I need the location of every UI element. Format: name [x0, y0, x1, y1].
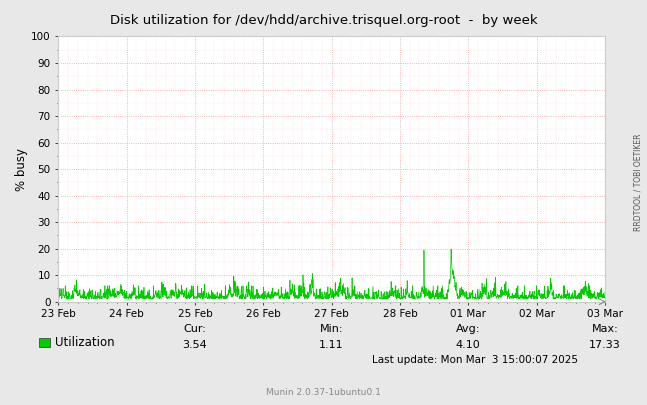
Y-axis label: % busy: % busy [15, 147, 28, 191]
Text: Max:: Max: [591, 324, 619, 334]
Text: Min:: Min: [320, 324, 344, 334]
Text: 3.54: 3.54 [182, 340, 207, 350]
Text: Utilization: Utilization [55, 336, 115, 349]
Text: Munin 2.0.37-1ubuntu0.1: Munin 2.0.37-1ubuntu0.1 [266, 388, 381, 397]
Text: 1.11: 1.11 [319, 340, 344, 350]
Text: Last update: Mon Mar  3 15:00:07 2025: Last update: Mon Mar 3 15:00:07 2025 [372, 355, 578, 365]
Text: 4.10: 4.10 [456, 340, 481, 350]
Text: 17.33: 17.33 [589, 340, 621, 350]
Text: Avg:: Avg: [456, 324, 481, 334]
Text: Disk utilization for /dev/hdd/archive.trisquel.org-root  -  by week: Disk utilization for /dev/hdd/archive.tr… [110, 14, 537, 27]
Text: RRDTOOL / TOBI OETIKER: RRDTOOL / TOBI OETIKER [633, 134, 642, 231]
Text: Cur:: Cur: [184, 324, 206, 334]
